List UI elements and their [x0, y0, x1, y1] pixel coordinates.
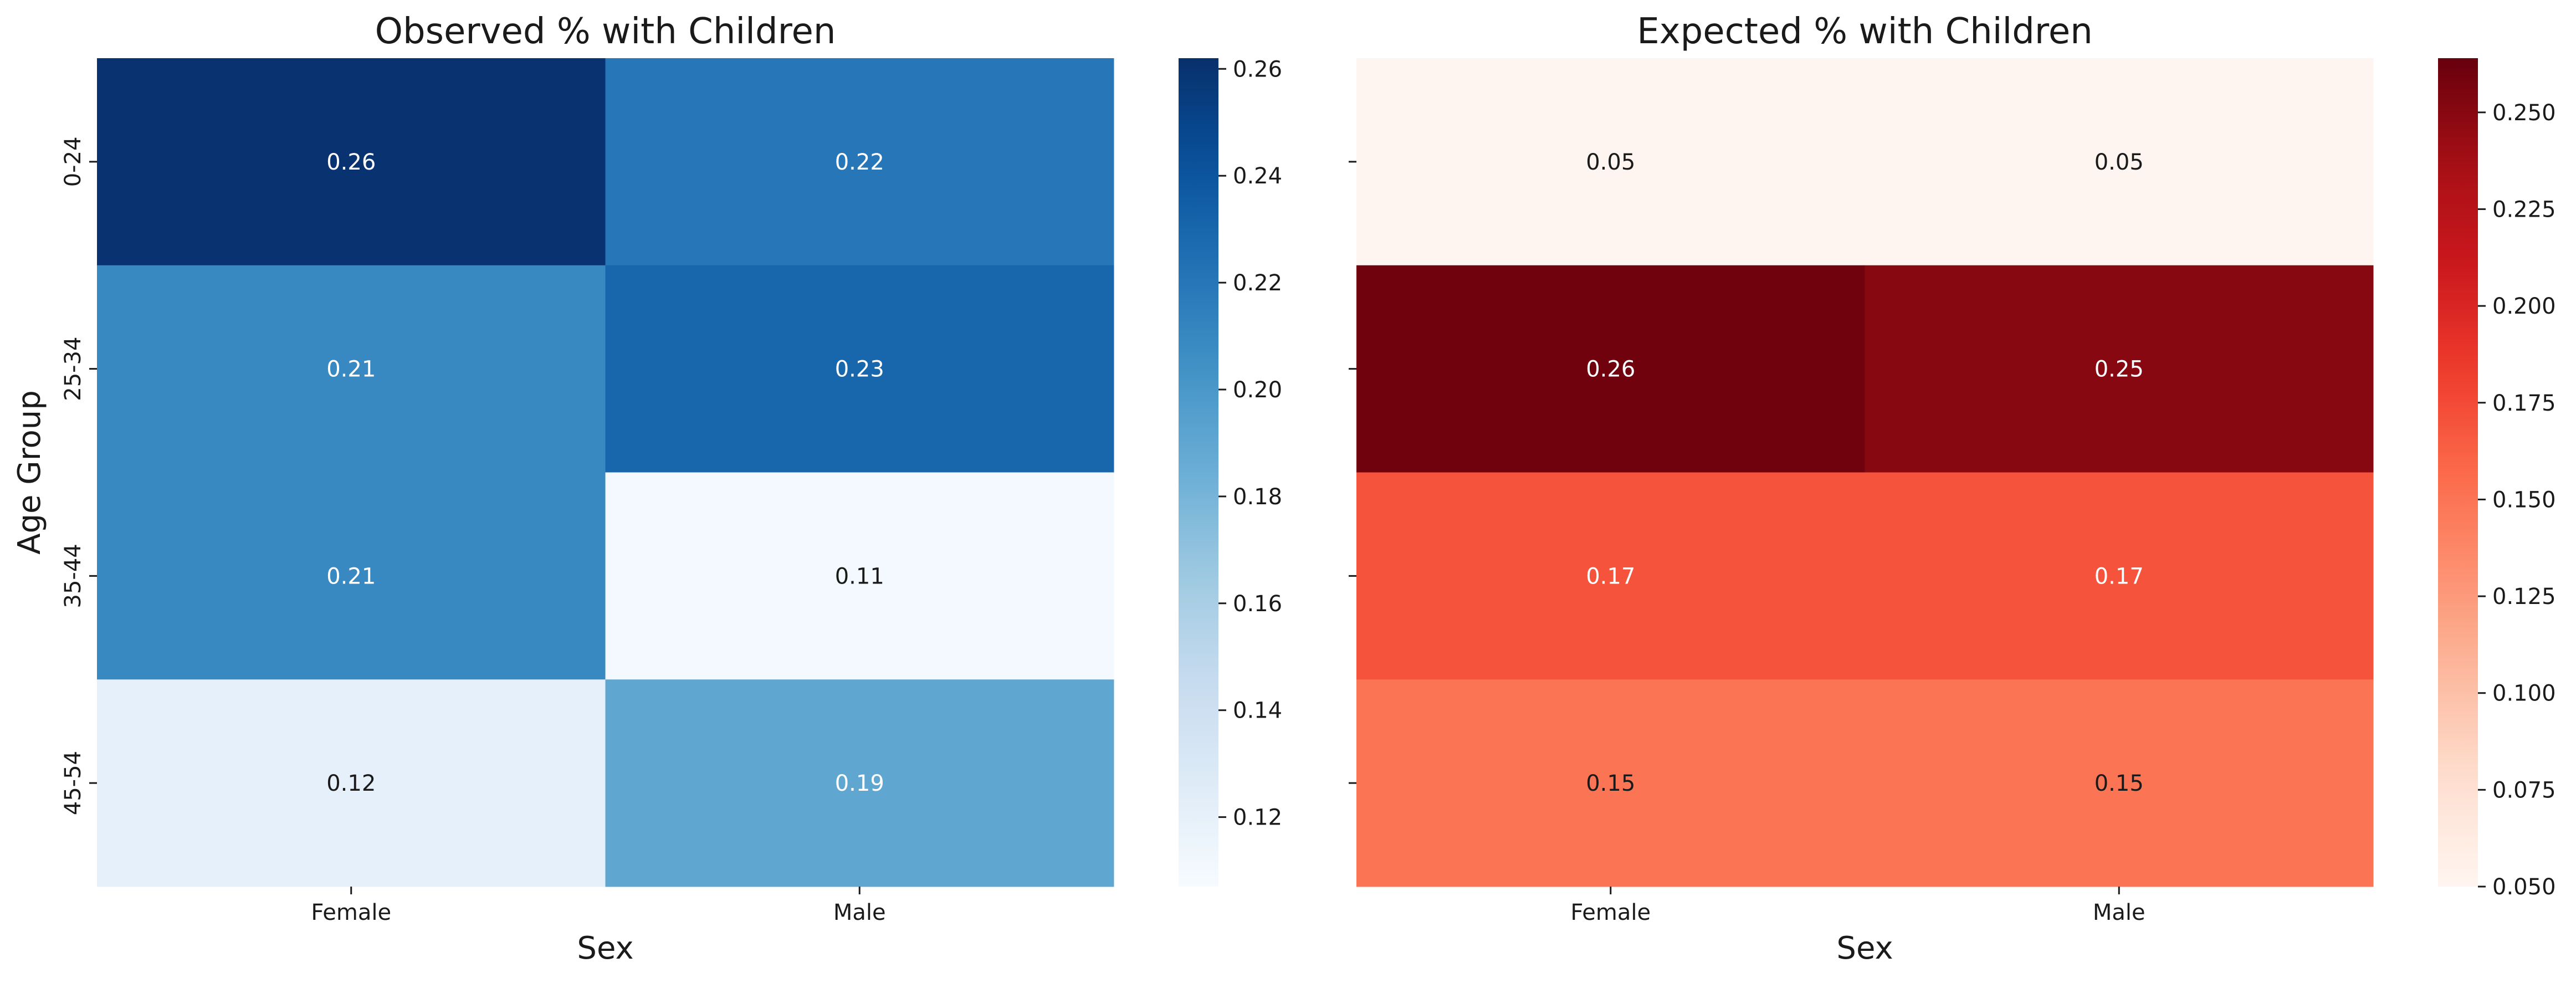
- observed-cell-value-label: 0.23: [835, 357, 884, 382]
- expected-cell-value-label: 0.15: [1586, 771, 1635, 796]
- observed-y-tick-label: 0-24: [60, 136, 86, 187]
- expected-cell-value-label: 0.05: [2094, 150, 2144, 175]
- observed-heatmap-cell: [605, 472, 1114, 680]
- observed-colorbar: [1179, 58, 1218, 887]
- observed-x-tick-label: Female: [311, 900, 391, 925]
- observed-y-tick-label: 45-54: [60, 751, 86, 815]
- expected-colorbar-tick-label: 0.150: [2492, 487, 2556, 513]
- expected-cell-value-label: 0.17: [2094, 564, 2144, 589]
- observed-colorbar-tick-label: 0.12: [1233, 805, 1282, 831]
- observed-y-axis-label: Age Group: [12, 390, 48, 555]
- expected-colorbar-tick-label: 0.225: [2492, 197, 2556, 222]
- observed-chart-title: Observed % with Children: [375, 11, 836, 52]
- observed-heatmap-cell: [605, 58, 1114, 266]
- observed-cell-value-label: 0.12: [326, 771, 376, 796]
- expected-colorbar-tick-label: 0.050: [2492, 874, 2556, 900]
- expected-colorbar-tick-label: 0.250: [2492, 100, 2556, 126]
- observed-y-tick-label: 25-34: [60, 337, 86, 401]
- observed-heatmap-cell: [97, 472, 606, 680]
- expected-colorbar-tick-label: 0.200: [2492, 294, 2556, 319]
- expected-colorbar-tick-label: 0.175: [2492, 391, 2556, 416]
- observed-heatmap-cell: [605, 265, 1114, 473]
- observed-cell-value-label: 0.26: [326, 150, 376, 175]
- observed-heatmap-cell: [605, 679, 1114, 887]
- expected-cell-value-label: 0.17: [1586, 564, 1635, 589]
- observed-cell-value-label: 0.21: [326, 564, 376, 589]
- expected-heatmap-cell: [1865, 679, 2374, 887]
- observed-colorbar-tick-label: 0.20: [1233, 377, 1282, 403]
- observed-heatmap-panel: Observed % with Children 0.26 0.22 0.21 0.23…: [12, 11, 1282, 966]
- observed-y-tick-label: 35-44: [60, 544, 86, 608]
- expected-cell-value-label: 0.15: [2094, 771, 2144, 796]
- observed-colorbar-tick-label: 0.14: [1233, 698, 1282, 724]
- observed-colorbar-tick-label: 0.26: [1233, 57, 1282, 82]
- expected-x-tick-label: Female: [1570, 900, 1651, 925]
- observed-cell-value-label: 0.19: [835, 771, 884, 796]
- expected-x-axis-label: Sex: [1836, 930, 1893, 966]
- expected-heatmap-cell: [1865, 265, 2374, 473]
- expected-cell-value-label: 0.05: [1586, 150, 1635, 175]
- expected-colorbar-tick-label: 0.125: [2492, 584, 2556, 610]
- expected-heatmap-cell: [1356, 472, 1865, 680]
- expected-heatmap-cell: [1356, 679, 1865, 887]
- expected-cell-value-label: 0.25: [2094, 357, 2144, 382]
- expected-chart-title: Expected % with Children: [1637, 11, 2093, 52]
- observed-colorbar-tick-label: 0.24: [1233, 163, 1282, 189]
- observed-x-tick-label: Male: [833, 900, 886, 925]
- observed-heatmap-cell: [97, 265, 606, 473]
- observed-colorbar-tick-label: 0.16: [1233, 591, 1282, 617]
- expected-heatmap-cell: [1865, 58, 2374, 266]
- observed-colorbar-tick-label: 0.22: [1233, 270, 1282, 296]
- expected-x-tick-label: Male: [2093, 900, 2145, 925]
- observed-cell-value-label: 0.21: [326, 357, 376, 382]
- expected-heatmap-panel: Expected % with Children 0.05 0.05 0.26 0.25…: [1349, 11, 2556, 966]
- expected-heatmap-cell: [1356, 58, 1865, 266]
- observed-cell-value-label: 0.22: [835, 150, 884, 175]
- expected-colorbar-tick-label: 0.075: [2492, 777, 2556, 803]
- expected-heatmap-cell: [1356, 265, 1865, 473]
- observed-cell-value-label: 0.11: [835, 564, 884, 589]
- expected-colorbar-tick-label: 0.100: [2492, 681, 2556, 706]
- observed-x-axis-label: Sex: [577, 930, 633, 966]
- expected-heatmap-cell: [1865, 472, 2374, 680]
- observed-colorbar-tick-label: 0.18: [1233, 484, 1282, 510]
- observed-heatmap-cell: [97, 58, 606, 266]
- observed-heatmap-cell: [97, 679, 606, 887]
- expected-colorbar: [2438, 58, 2478, 887]
- expected-cell-value-label: 0.26: [1586, 357, 1635, 382]
